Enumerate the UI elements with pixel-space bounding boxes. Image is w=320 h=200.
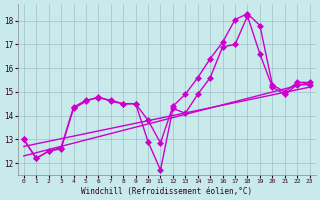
X-axis label: Windchill (Refroidissement éolien,°C): Windchill (Refroidissement éolien,°C): [81, 187, 252, 196]
